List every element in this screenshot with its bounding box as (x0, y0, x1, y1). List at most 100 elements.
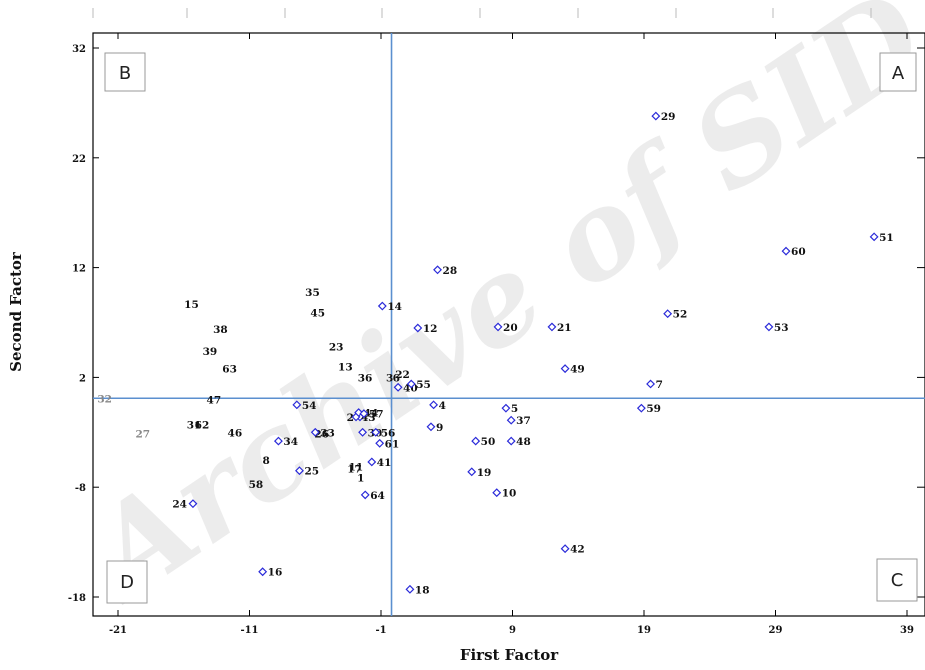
data-point-36: 36 (358, 372, 373, 384)
point-marker (375, 438, 385, 448)
data-point-59: 59 (636, 403, 661, 415)
y-axis-title: Second Factor (7, 251, 25, 372)
top-tick-marks (92, 8, 872, 18)
data-point-50: 50 (471, 436, 496, 448)
y-tick-label: 12 (72, 264, 86, 275)
point-marker (405, 584, 415, 594)
point-label: 37 (516, 415, 531, 427)
point-label: 4 (439, 400, 446, 412)
point-label: 33 (320, 427, 335, 439)
point-marker (367, 457, 377, 467)
x-tick-label: -11 (240, 625, 258, 636)
point-label: 24 (172, 499, 187, 511)
point-label: 20 (503, 322, 518, 334)
point-label: 13 (338, 361, 353, 373)
point-label: 17 (347, 464, 362, 476)
point-label: 7 (656, 379, 663, 391)
point-marker (492, 488, 502, 498)
point-marker (493, 322, 503, 332)
x-tick-label: -1 (375, 625, 386, 636)
data-point-33: 33 (310, 427, 335, 439)
data-point-38: 38 (213, 324, 228, 336)
data-point-8: 8 (262, 455, 269, 467)
data-point-6: 6 (393, 372, 400, 384)
point-marker (560, 544, 570, 554)
y-tick-label: -18 (68, 593, 86, 604)
point-label: 21 (557, 322, 572, 334)
x-tick-labels: -21 -11 -1 9 19 29 39 (109, 625, 914, 636)
point-marker (188, 499, 198, 509)
point-label: 47 (207, 394, 222, 406)
data-point-47: 47 (207, 394, 222, 406)
point-label: 51 (879, 232, 894, 244)
point-label: 6 (393, 372, 400, 384)
point-label: 57 (369, 409, 384, 421)
point-label: 25 (304, 466, 319, 478)
quadrant-label-a-text: A (892, 63, 905, 84)
point-label: 58 (249, 479, 264, 491)
y-tick-label: 2 (79, 373, 86, 384)
point-marker (426, 422, 436, 432)
point-label: 39 (203, 346, 218, 358)
point-label: 63 (222, 364, 237, 376)
data-point-11: 11 (349, 461, 364, 473)
point-marker (506, 436, 516, 446)
point-marker (651, 111, 661, 121)
axis-ticks (93, 33, 925, 616)
data-point-55: 55 (406, 379, 431, 391)
point-label: 3 (386, 372, 393, 384)
point-marker (646, 379, 656, 389)
point-label: 19 (477, 467, 492, 479)
data-point-54: 54 (292, 400, 316, 412)
data-point-25: 25 (295, 466, 319, 478)
data-point-42: 42 (560, 544, 585, 556)
data-point-45: 45 (310, 308, 325, 320)
x-tick-label: 39 (900, 625, 914, 636)
data-point-44: 44 (354, 408, 378, 420)
point-marker (547, 322, 557, 332)
quadrant-label-d-text: D (120, 572, 134, 593)
point-label: 15 (184, 299, 199, 311)
x-tick-label: 9 (509, 625, 516, 636)
y-tick-label: 32 (72, 44, 86, 55)
point-label: 45 (310, 308, 325, 320)
point-marker (501, 403, 511, 413)
y-tick-label: 22 (72, 154, 86, 165)
data-point-34: 34 (273, 436, 298, 448)
data-point-18: 18 (405, 584, 430, 596)
point-label: 50 (481, 436, 496, 448)
point-label: 5 (511, 403, 518, 415)
point-label: 34 (283, 436, 298, 448)
data-point-31: 31 (187, 420, 202, 432)
x-tick-label: -21 (109, 625, 127, 636)
point-marker (429, 400, 439, 410)
y-tick-label: -8 (75, 483, 86, 494)
plot-frame (92, 32, 925, 617)
point-label: 35 (305, 287, 320, 299)
point-label: 53 (774, 322, 789, 334)
data-point-51: 51 (869, 232, 894, 244)
data-point-19: 19 (467, 467, 492, 479)
data-point-21: 21 (547, 322, 572, 334)
point-marker (295, 466, 304, 476)
point-label: 12 (423, 323, 438, 335)
point-marker (354, 408, 364, 417)
x-tick-label: 19 (637, 625, 651, 636)
point-label: 60 (791, 246, 806, 258)
point-label: 55 (416, 379, 431, 391)
data-point-48: 48 (506, 436, 531, 448)
data-point-22: 22 (395, 369, 410, 381)
data-point-27: 27 (136, 428, 151, 440)
point-label: 48 (516, 436, 531, 448)
point-label: 38 (213, 324, 228, 336)
point-label: 29 (661, 111, 676, 123)
x-tick-label: 29 (769, 625, 783, 636)
point-marker (471, 436, 481, 446)
point-label: 64 (370, 490, 385, 502)
data-point-13: 13 (338, 361, 353, 373)
data-point-16: 16 (258, 567, 282, 579)
point-label: 8 (262, 455, 269, 467)
data-point-62: 62 (195, 420, 210, 432)
data-point-17: 17 (347, 464, 362, 476)
